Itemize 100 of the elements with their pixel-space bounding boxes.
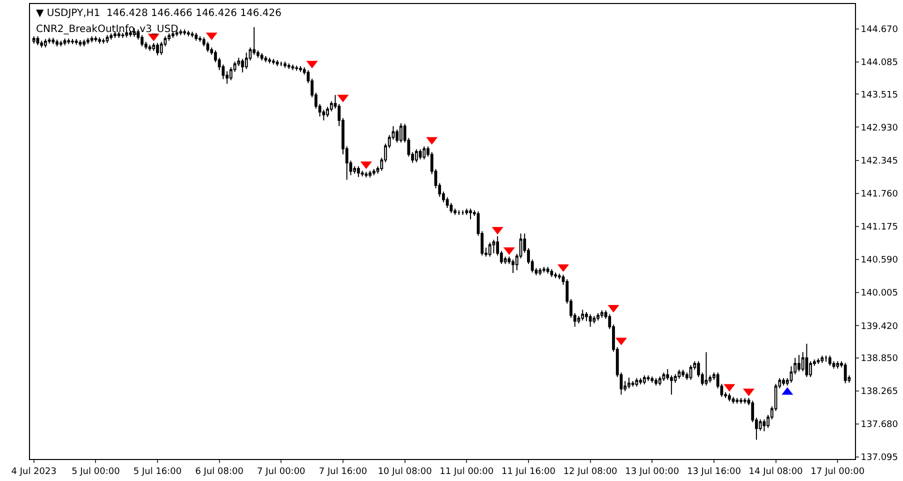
candlestick [588,314,592,328]
candlestick [48,37,51,44]
candlestick [728,392,731,402]
candlestick [805,343,808,378]
candlestick [836,360,840,370]
x-tick-label: 17 Jul 00:00 [810,466,865,477]
candlestick [357,166,360,178]
x-tick-label: 13 Jul 16:00 [686,466,742,477]
candlestick [360,170,364,177]
candlestick [190,31,194,38]
y-tick-label: 140.590 [860,256,898,266]
candlestick [372,168,376,176]
candlestick [465,208,468,216]
candlestick [828,355,832,366]
candlestick [704,352,708,386]
candlestick [299,66,302,72]
y-tick-label: 141.760 [860,190,898,200]
candlestick [71,38,74,45]
x-tick-label: 12 Jul 08:00 [563,466,618,477]
candlestick [364,171,368,178]
candlestick [658,376,662,386]
x-tick-label: 6 Jul 08:00 [195,466,244,477]
candlestick [86,37,90,45]
candlestick [90,36,94,43]
candlestick [40,40,44,48]
y-tick-label: 139.420 [860,322,898,332]
candlestick [820,355,824,364]
candlestick [550,268,554,278]
candlestick [469,208,472,220]
candlestick [268,57,272,64]
y-tick-label: 140.005 [860,288,898,299]
y-tick-label: 142.930 [860,123,898,134]
candlestick [78,40,82,47]
candlestick [639,378,642,385]
candlestick [461,210,464,216]
candlestick [186,30,190,37]
candlestick [94,36,98,42]
candlestick [418,148,422,160]
candlestick [743,397,746,404]
candlestick [546,266,550,274]
candlestick [264,56,268,63]
x-tick-label: 5 Jul 00:00 [72,466,120,477]
candlestick [798,354,800,372]
candlestick [457,210,460,216]
candlestick [32,36,36,44]
candlestick [631,380,634,388]
x-tick-label: 5 Jul 16:00 [133,466,182,477]
y-tick-label: 144.670 [860,25,898,36]
candlestick [276,59,279,67]
candlestick [260,52,264,62]
candlestick [148,44,152,52]
y-tick-label: 141.175 [860,222,898,233]
candlestick [44,38,47,48]
candlestick [635,378,638,388]
candlestick [284,61,286,68]
y-tick-label: 144.085 [860,58,898,68]
y-tick-label: 142.345 [860,156,898,166]
candlestick [628,377,630,389]
candlestick [422,146,426,160]
candlestick [59,40,62,47]
y-tick-label: 137.095 [860,453,898,464]
candlestick [156,42,159,56]
candlestick [682,369,684,378]
candlestick [183,28,186,36]
candlestick [400,122,402,143]
candlestick [646,374,650,382]
candlestick [63,38,66,46]
candlestick [689,364,692,380]
candlestick [816,358,820,365]
x-tick-label: 13 Jul 00:00 [625,466,680,477]
candlestick [762,418,766,432]
x-tick-label: 7 Jul 16:00 [318,466,368,477]
candlestick [740,397,742,404]
y-tick-label: 137.680 [860,420,898,430]
candlestick [291,64,294,71]
candlestick [600,310,604,318]
candlestick [179,28,182,36]
text: CNR2_BreakOutInfo_v3_USD [36,24,179,35]
candlestick [732,396,735,404]
candlestick [287,62,290,70]
x-tick-label: 11 Jul 00:00 [440,466,494,477]
candlestick [662,372,666,382]
x-tick-label: 11 Jul 16:00 [501,466,556,477]
candlestick [736,397,739,404]
candlestick [272,58,275,65]
candlestick [295,65,298,72]
x-tick-label: 4 Jul 2023 [11,466,56,477]
x-tick-label: 14 Jul 08:00 [748,466,804,477]
candlestick [782,378,785,386]
candlestick [678,369,681,380]
x-tick-label: 7 Jul 00:00 [257,466,306,477]
y-tick-label: 138.850 [860,354,898,364]
candlestick [642,374,646,385]
candlestick [650,376,654,384]
candlestick [488,242,492,258]
y-tick-label: 138.265 [860,387,898,398]
candlestick [102,38,105,44]
candlestick [194,32,198,42]
candlestick [280,61,283,67]
candlestick [56,39,58,47]
